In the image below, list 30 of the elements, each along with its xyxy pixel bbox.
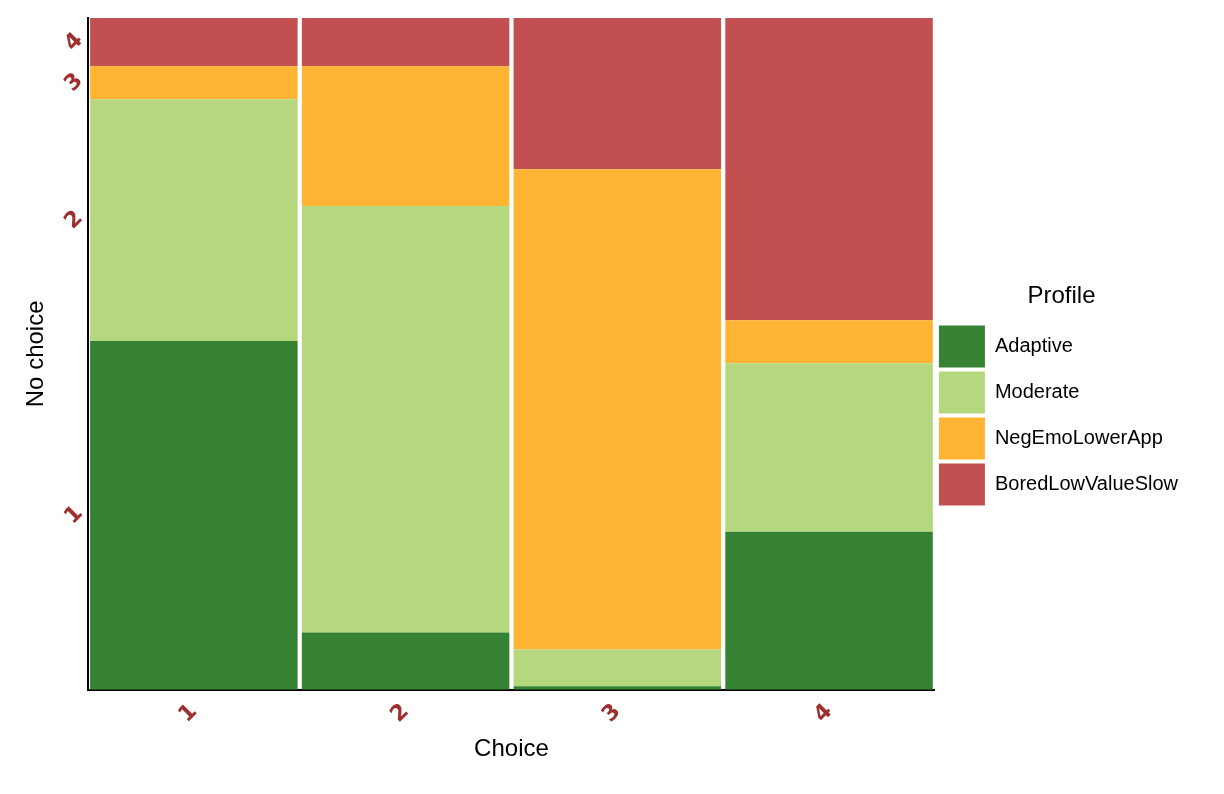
- legend-label: Adaptive: [994, 333, 1073, 356]
- bar: [725, 320, 933, 364]
- text: 2: [58, 204, 87, 234]
- text: 4: [58, 26, 87, 56]
- bar: [725, 531, 933, 690]
- legend-title: Profile: [1027, 281, 1096, 309]
- x-axis-title: Choice: [474, 734, 549, 762]
- y-axis-title: No choice: [21, 300, 49, 408]
- bar: [301, 206, 510, 633]
- x-tick-label: 4: [808, 697, 837, 727]
- bar: [301, 18, 510, 67]
- bar: [301, 66, 510, 207]
- x-tick-label: 3: [596, 697, 625, 727]
- bar: [513, 649, 722, 687]
- bar: [301, 632, 510, 690]
- text: 3: [58, 67, 87, 96]
- bar: [90, 66, 298, 100]
- bar: [90, 18, 298, 67]
- x-tick-label: 1: [172, 697, 202, 727]
- legend-label: NegEmoLowerApp: [994, 425, 1163, 448]
- bar: [90, 341, 298, 690]
- text: 1: [58, 499, 87, 529]
- legend-label: BoredLowValueSlow: [994, 471, 1179, 494]
- bar: [725, 18, 933, 321]
- bar: [513, 169, 722, 650]
- bar: [90, 99, 298, 342]
- x-tick-label: 2: [384, 697, 414, 727]
- legend-label: Moderate: [994, 379, 1080, 402]
- bar: [725, 363, 933, 532]
- bar: [513, 18, 722, 170]
